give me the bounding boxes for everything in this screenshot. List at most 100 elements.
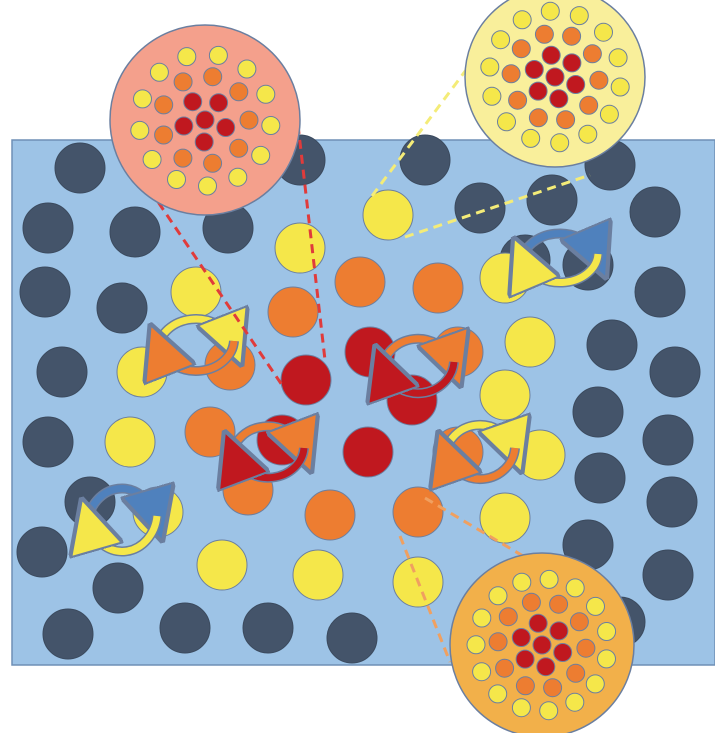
inset-orange-particle (229, 82, 249, 102)
inset-orange-particle (154, 95, 174, 115)
inset-yellow-particle (177, 47, 197, 67)
inset-yellow-particle (167, 170, 186, 189)
inset-orange-particle (549, 594, 569, 614)
dark-particles (16, 134, 701, 664)
zoom-connector-line (398, 535, 452, 663)
dark-particle (586, 319, 638, 371)
inset-yellow-particle (198, 176, 217, 196)
inset-yellow-particle (550, 133, 570, 153)
inset-red-particle (566, 75, 586, 94)
dark-particle (629, 186, 681, 238)
inset-red-particle (174, 116, 194, 136)
inset-orange-particle (556, 110, 576, 130)
dark-particle (242, 602, 294, 654)
inset-yellow-particle (578, 124, 598, 144)
inset-yellow-particle (610, 77, 630, 97)
inset-orange-particle (495, 658, 515, 678)
inset-orange-particle (582, 44, 602, 64)
inset-orange-particle (569, 612, 589, 632)
dark-particle (634, 266, 686, 318)
inset-yellow-particle (142, 150, 162, 169)
inset-red-particle (528, 81, 548, 101)
inset-red-particle (515, 649, 535, 669)
inset-red-particle (532, 635, 552, 655)
inset-yellow-particle (133, 89, 152, 109)
inset-yellow-particle (237, 59, 257, 79)
yellow-particle (274, 222, 326, 274)
inset-yellow-particle (491, 30, 511, 50)
inset-red-particle (549, 621, 569, 641)
dark-particle (16, 526, 68, 578)
dark-particle (54, 142, 106, 194)
inset-orange-particle (515, 676, 535, 696)
inset-yellow-particle (539, 569, 559, 589)
inset-red-particle (183, 92, 203, 112)
inset-yellow-particle (472, 662, 492, 682)
inset-red-particle (195, 110, 215, 130)
inset-yellow-particle (130, 120, 150, 140)
inset-orange-particle (566, 663, 586, 683)
zoom-connectors (148, 61, 591, 663)
red-particle (342, 426, 394, 478)
yellow-particle (104, 416, 156, 468)
inset-orange-particle (521, 592, 541, 612)
rotation-arrow-pair (522, 233, 598, 282)
yellow-particle (504, 316, 556, 368)
orange-particle (412, 262, 464, 314)
inset-red-particle (524, 60, 544, 79)
orange-particle (267, 286, 319, 338)
inset-yellow-particle (512, 572, 532, 592)
inset-orange-particle (154, 125, 174, 145)
inset-yellow-particle (565, 578, 585, 598)
yellow-arrow (89, 516, 161, 551)
dark-particle (572, 386, 624, 438)
dark-particle (326, 612, 378, 664)
inset-yellow-particle (228, 167, 248, 187)
inset-yellow-particle (256, 84, 276, 104)
yellow-particle (479, 369, 531, 421)
rotation-arrow-pair (445, 425, 515, 479)
inset-red-particle (549, 89, 569, 109)
inset-yellow-particle (565, 692, 585, 712)
yellow-particle (479, 492, 531, 544)
inset-orange-particle (543, 678, 563, 698)
yellow-particle (514, 429, 566, 481)
inset-yellow-particle (539, 701, 559, 721)
red-arrow (234, 448, 308, 478)
inset-yellow-particle (149, 62, 169, 82)
dark-particle (642, 549, 694, 601)
dark-particle (92, 562, 144, 614)
yellow-particle (292, 549, 344, 601)
inset-yellow-particle (597, 622, 617, 641)
rotation-arrow-pair (87, 489, 157, 552)
dark-particle (649, 346, 701, 398)
dark-particle (399, 134, 451, 186)
dark-particle (22, 202, 74, 254)
inset-yellow-particle (586, 596, 605, 616)
inset-orange-particle (239, 110, 259, 130)
inset-orange-particle (203, 153, 223, 173)
yellow-particle (362, 189, 414, 241)
zoom-connector-line (370, 61, 474, 197)
inset-yellow-particle (497, 112, 516, 132)
orange-arrow (447, 448, 519, 479)
orange-particle (392, 486, 444, 538)
zoom-connector-line (404, 173, 591, 239)
dark-particle (646, 476, 698, 528)
inset-orange-particle (589, 70, 609, 90)
inset-red-particle (194, 132, 214, 152)
rotation-arrow-pair (382, 339, 454, 393)
inset-yellow-particle (608, 48, 628, 68)
inset-red-particle (545, 67, 565, 87)
dark-particle (159, 602, 211, 654)
zoom-connector-line (296, 124, 327, 361)
dark-particle (19, 266, 71, 318)
inset-red-particle (562, 53, 582, 73)
inset-yellow-particle (594, 22, 613, 42)
inset-yellow-particle (585, 674, 605, 694)
inset-orange-particle (528, 108, 548, 128)
inset-yellow-particle (488, 684, 508, 704)
dark-particle (454, 182, 506, 234)
inset-yellow-particle (599, 104, 619, 124)
